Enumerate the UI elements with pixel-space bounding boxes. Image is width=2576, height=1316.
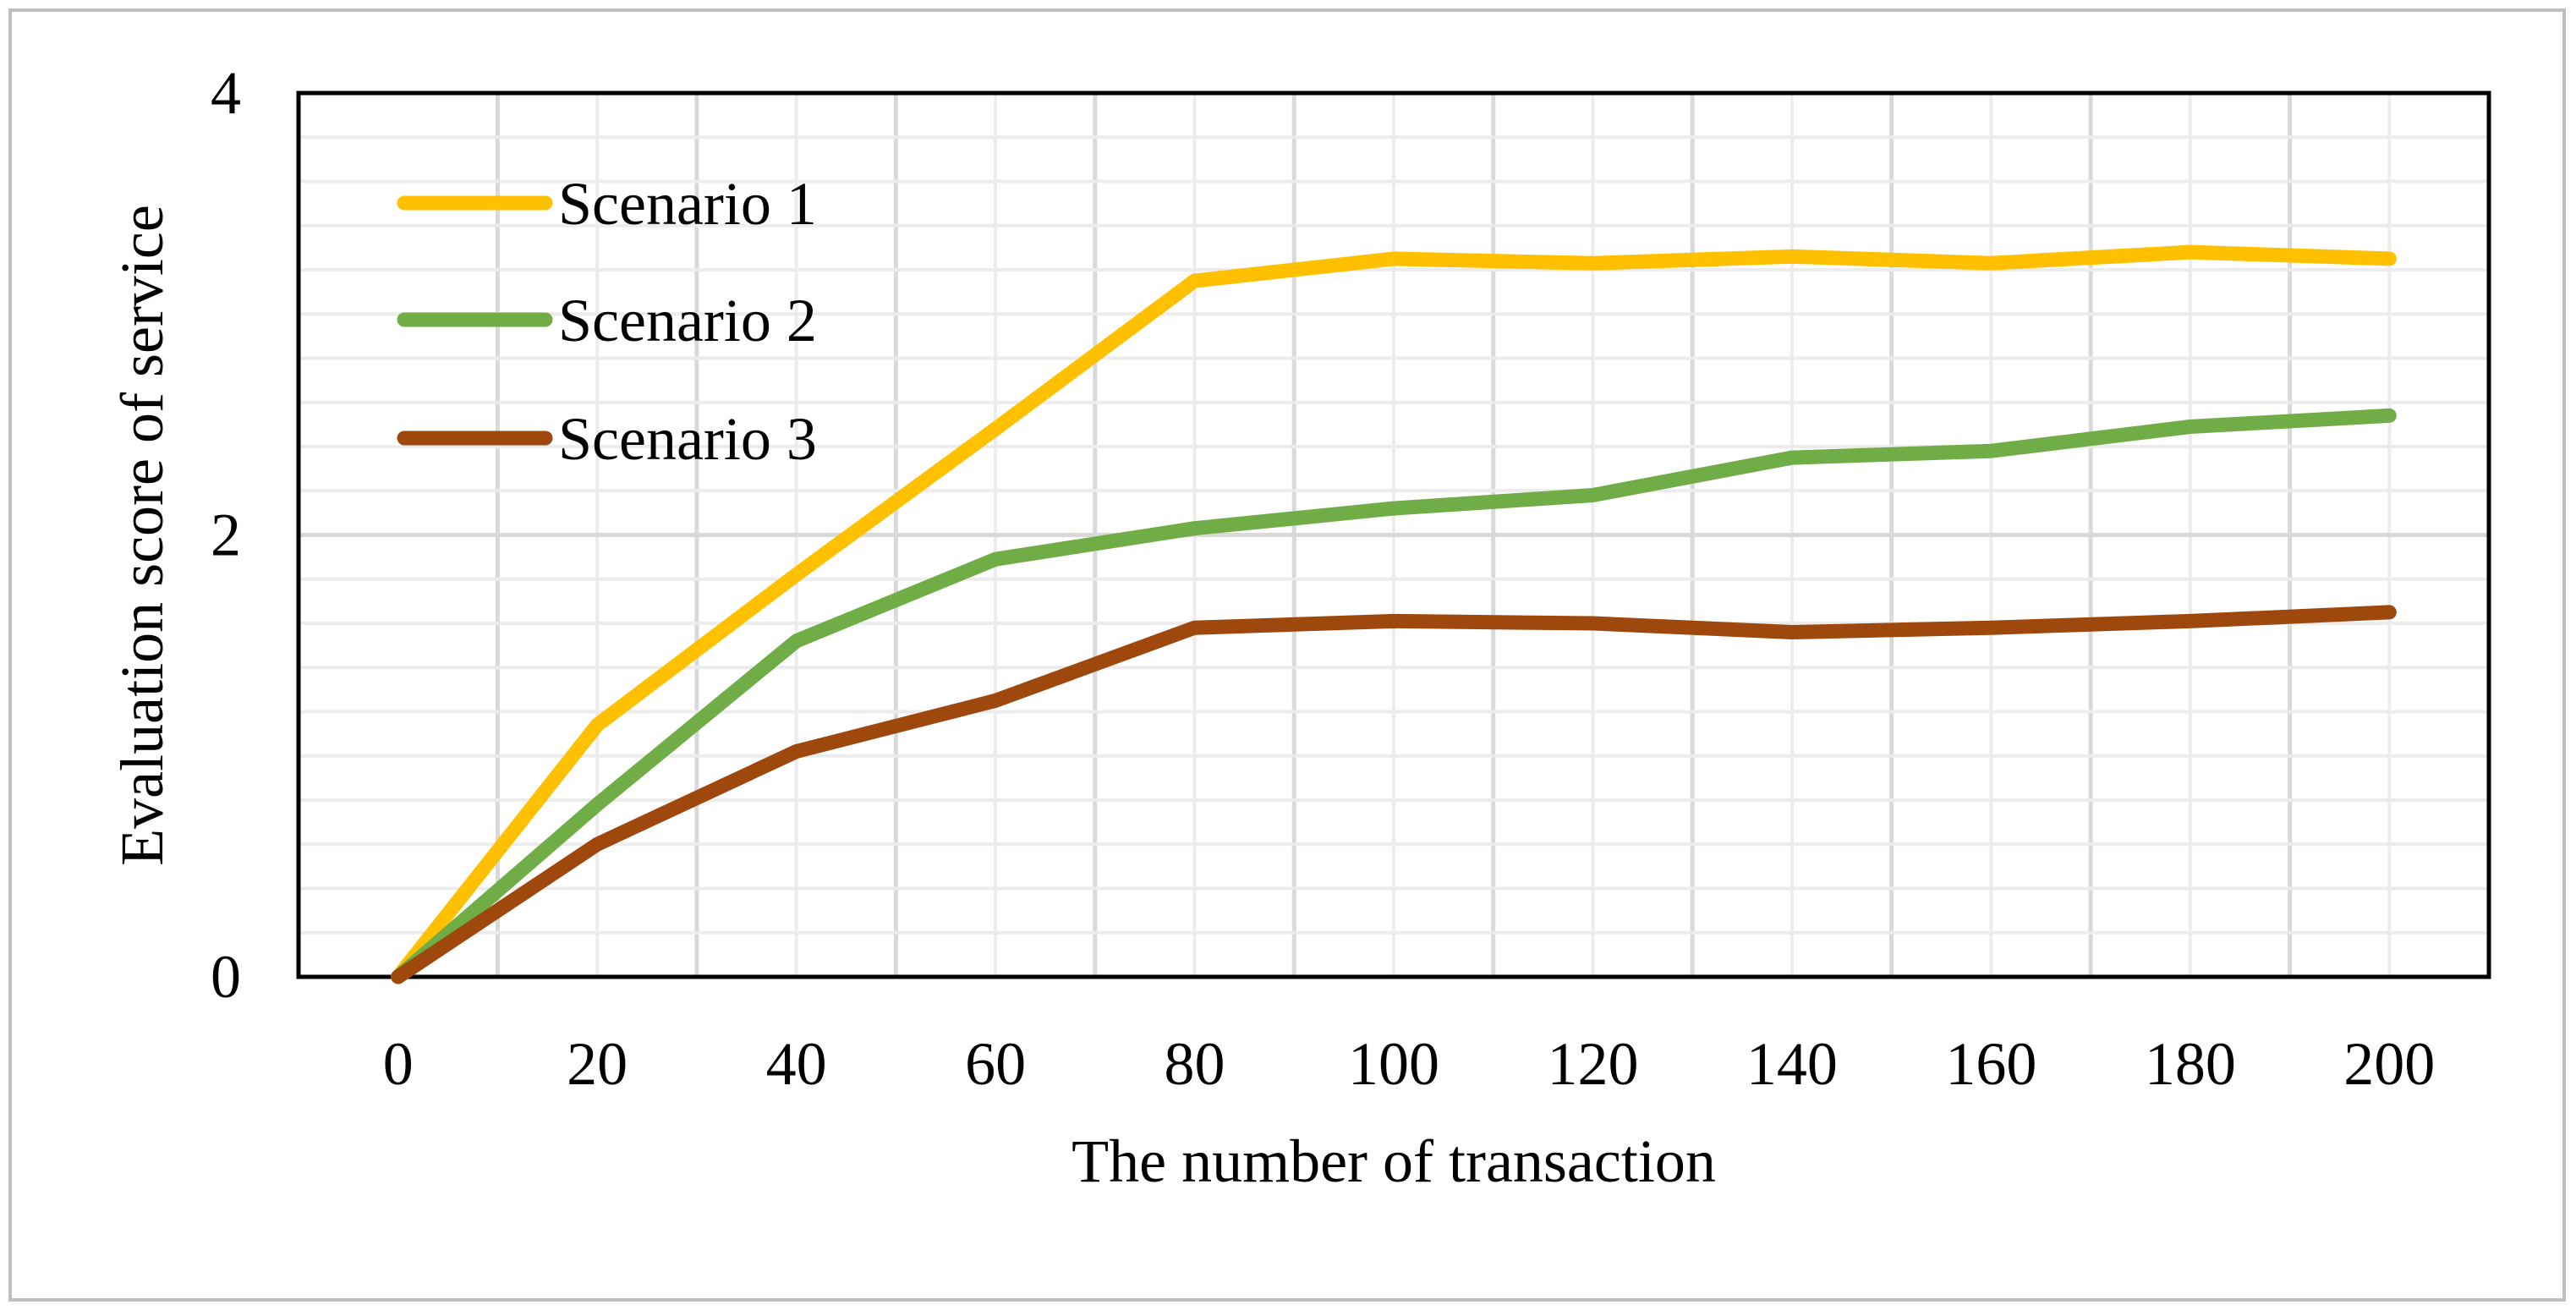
y-tick-labels: 0 2 4 [211,59,241,1011]
x-tick-label: 0 [383,1030,414,1098]
plot-area [296,90,2491,979]
x-tick-label: 60 [965,1030,1026,1098]
x-tick-label: 120 [1547,1030,1638,1098]
x-axis-label: The number of transaction [1072,1127,1716,1195]
outer-border [8,8,2566,1302]
series-layer [391,244,2397,984]
x-tick-label: 80 [1165,1030,1225,1098]
series-line-3 [391,605,2397,984]
y-tick-label: 2 [211,502,241,569]
x-tick-label: 200 [2343,1030,2435,1098]
legend: Scenario 1 Scenario 2 Scenario 3 [397,170,817,473]
series-line-2 [391,408,2397,984]
grid-layer [299,93,2489,977]
x-tick-label: 180 [2145,1030,2236,1098]
legend-label-1: Scenario 1 [558,170,817,238]
legend-label-3: Scenario 3 [558,405,817,473]
series-line-1 [391,244,2397,984]
y-axis-label: Evaluation score of service [108,205,176,866]
x-tick-label: 20 [567,1030,628,1098]
y-tick-label: 4 [211,59,241,127]
x-tick-label: 160 [1945,1030,2036,1098]
y-tick-label: 0 [211,943,241,1011]
legend-label-2: Scenario 2 [558,287,817,354]
x-tick-label: 100 [1348,1030,1439,1098]
x-tick-labels: 0 20 40 60 80 100 120 140 160 180 200 [383,1030,2436,1098]
x-tick-label: 40 [766,1030,827,1098]
x-tick-label: 140 [1746,1030,1838,1098]
